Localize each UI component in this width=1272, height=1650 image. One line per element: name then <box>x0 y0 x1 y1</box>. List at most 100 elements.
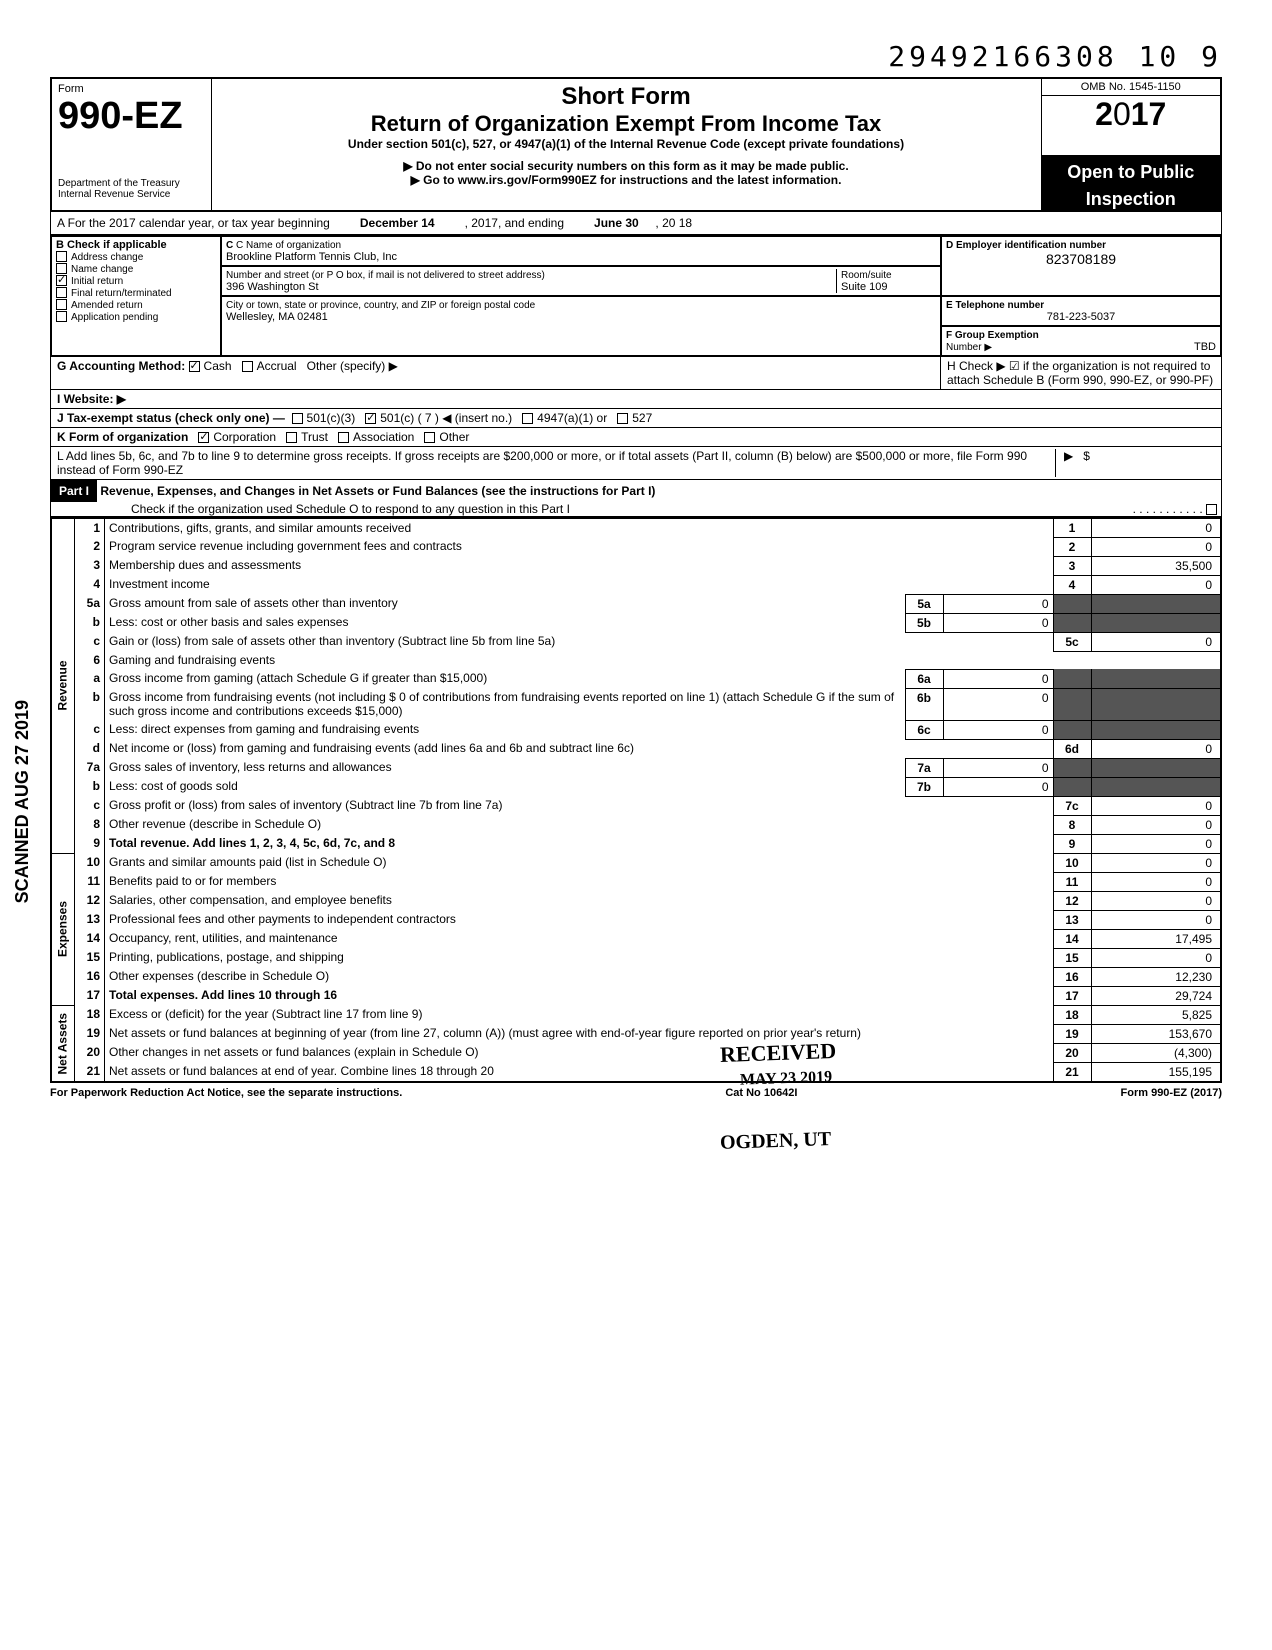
line-text: Gross income from fundraising events (no… <box>105 688 906 720</box>
org-suite: Suite 109 <box>841 281 887 293</box>
sub-line-amt: 0 <box>943 758 1053 777</box>
line-number: c <box>75 632 105 651</box>
spacer <box>905 853 1053 872</box>
lines-table: Revenue1Contributions, gifts, grants, an… <box>50 517 1222 1083</box>
line-amount: 0 <box>1091 815 1221 834</box>
shaded-cell <box>1053 758 1091 777</box>
spacer <box>905 872 1053 891</box>
shaded-cell <box>1053 594 1091 613</box>
ein: 823708189 <box>946 251 1216 267</box>
cb-address-change[interactable]: Address change <box>71 252 143 263</box>
section-i: I Website: ▶ <box>50 390 1222 409</box>
shaded-cell <box>1053 613 1091 632</box>
part-1-header: Part I Revenue, Expenses, and Changes in… <box>50 480 1222 517</box>
line-amount: 0 <box>1091 632 1221 651</box>
stamp-received: RECEIVED <box>720 1038 837 1068</box>
spacer <box>905 929 1053 948</box>
table-row: 3Membership dues and assessments335,500 <box>51 556 1221 575</box>
line-number: b <box>75 613 105 632</box>
cb-amended[interactable]: Amended return <box>71 300 143 311</box>
sub-line-amt: 0 <box>943 594 1053 613</box>
line-box-num: 6d <box>1053 739 1091 758</box>
section-b-header: B Check if applicable <box>56 239 167 251</box>
line-box-num: 7c <box>1053 796 1091 815</box>
spacer <box>905 986 1053 1005</box>
line-text: Gross income from gaming (attach Schedul… <box>105 669 906 688</box>
line-box-num: 2 <box>1053 537 1091 556</box>
cb-name-change[interactable]: Name change <box>71 264 133 275</box>
line-number: 13 <box>75 910 105 929</box>
section-l: L Add lines 5b, 6c, and 7b to line 9 to … <box>50 447 1222 480</box>
table-row: bLess: cost of goods sold7b0 <box>51 777 1221 796</box>
line-text: Gain or (loss) from sale of assets other… <box>105 632 906 651</box>
line-box-num: 17 <box>1053 986 1091 1005</box>
table-row: 12Salaries, other compensation, and empl… <box>51 891 1221 910</box>
line-number: 14 <box>75 929 105 948</box>
line-box-num: 5c <box>1053 632 1091 651</box>
line-number: 1 <box>75 518 105 538</box>
line-box-num: 11 <box>1053 872 1091 891</box>
table-row: 19Net assets or fund balances at beginni… <box>51 1024 1221 1043</box>
shaded-cell <box>1053 777 1091 796</box>
spacer <box>905 815 1053 834</box>
table-row: 4Investment income40 <box>51 575 1221 594</box>
open-to-public: Open to Public <box>1042 156 1221 189</box>
row-a-tax-year: A For the 2017 calendar year, or tax yea… <box>50 212 1222 235</box>
line-text: Other expenses (describe in Schedule O) <box>105 967 906 986</box>
sub-line-num: 6c <box>905 720 943 739</box>
subtitle: Under section 501(c), 527, or 4947(a)(1)… <box>218 137 1035 151</box>
line-text: Investment income <box>105 575 906 594</box>
cb-initial-return[interactable]: Initial return <box>71 276 123 287</box>
spacer <box>905 556 1053 575</box>
line-number: 15 <box>75 948 105 967</box>
irs-label: Internal Revenue Service <box>58 189 205 200</box>
line-box-num: 14 <box>1053 929 1091 948</box>
line-number: c <box>75 720 105 739</box>
shaded-cell <box>1091 720 1221 739</box>
phone: 781-223-5037 <box>946 311 1216 323</box>
footer: For Paperwork Reduction Act Notice, see … <box>50 1087 1222 1099</box>
return-title: Return of Organization Exempt From Incom… <box>218 111 1035 137</box>
table-row: 8Other revenue (describe in Schedule O)8… <box>51 815 1221 834</box>
line-number: 10 <box>75 853 105 872</box>
sub-line-amt: 0 <box>943 688 1053 720</box>
line-number: 16 <box>75 967 105 986</box>
line-amount: 0 <box>1091 518 1221 538</box>
line-number: 18 <box>75 1005 105 1024</box>
sub-line-num: 5b <box>905 613 943 632</box>
line-text: Benefits paid to or for members <box>105 872 906 891</box>
spacer <box>905 1024 1053 1043</box>
line-text: Occupancy, rent, utilities, and maintena… <box>105 929 906 948</box>
section-k: K Form of organization Corporation Trust… <box>50 428 1222 447</box>
spacer <box>905 739 1053 758</box>
line-number: b <box>75 688 105 720</box>
line-box-num: 16 <box>1053 967 1091 986</box>
line-text: Other revenue (describe in Schedule O) <box>105 815 906 834</box>
line-amount: 153,670 <box>1091 1024 1221 1043</box>
line-box-num: 1 <box>1053 518 1091 538</box>
sub-line-num: 7a <box>905 758 943 777</box>
footer-right: Form 990-EZ (2017) <box>1121 1087 1222 1099</box>
line-text: Total revenue. Add lines 1, 2, 3, 4, 5c,… <box>105 834 906 853</box>
line-number: 6 <box>75 651 105 669</box>
omb-number: OMB No. 1545-1150 <box>1042 79 1221 96</box>
ssn-note: ▶ Do not enter social security numbers o… <box>218 159 1035 173</box>
sub-line-num: 6a <box>905 669 943 688</box>
table-row: 11Benefits paid to or for members110 <box>51 872 1221 891</box>
form-prefix: Form <box>58 83 205 95</box>
shaded-cell <box>1053 669 1091 688</box>
shaded-cell <box>1091 758 1221 777</box>
line-text: Gross amount from sale of assets other t… <box>105 594 906 613</box>
line-number: 8 <box>75 815 105 834</box>
spacer <box>905 891 1053 910</box>
table-row: 20Other changes in net assets or fund ba… <box>51 1043 1221 1062</box>
line-amount: 35,500 <box>1091 556 1221 575</box>
cb-pending[interactable]: Application pending <box>71 312 158 323</box>
document-code: 29492166308 10 9 <box>50 40 1222 73</box>
spacer <box>905 1005 1053 1024</box>
line-number: 21 <box>75 1062 105 1082</box>
cb-final-return[interactable]: Final return/terminated <box>71 288 172 299</box>
line-text: Grants and similar amounts paid (list in… <box>105 853 906 872</box>
sub-line-amt: 0 <box>943 777 1053 796</box>
spacer <box>905 1062 1053 1082</box>
